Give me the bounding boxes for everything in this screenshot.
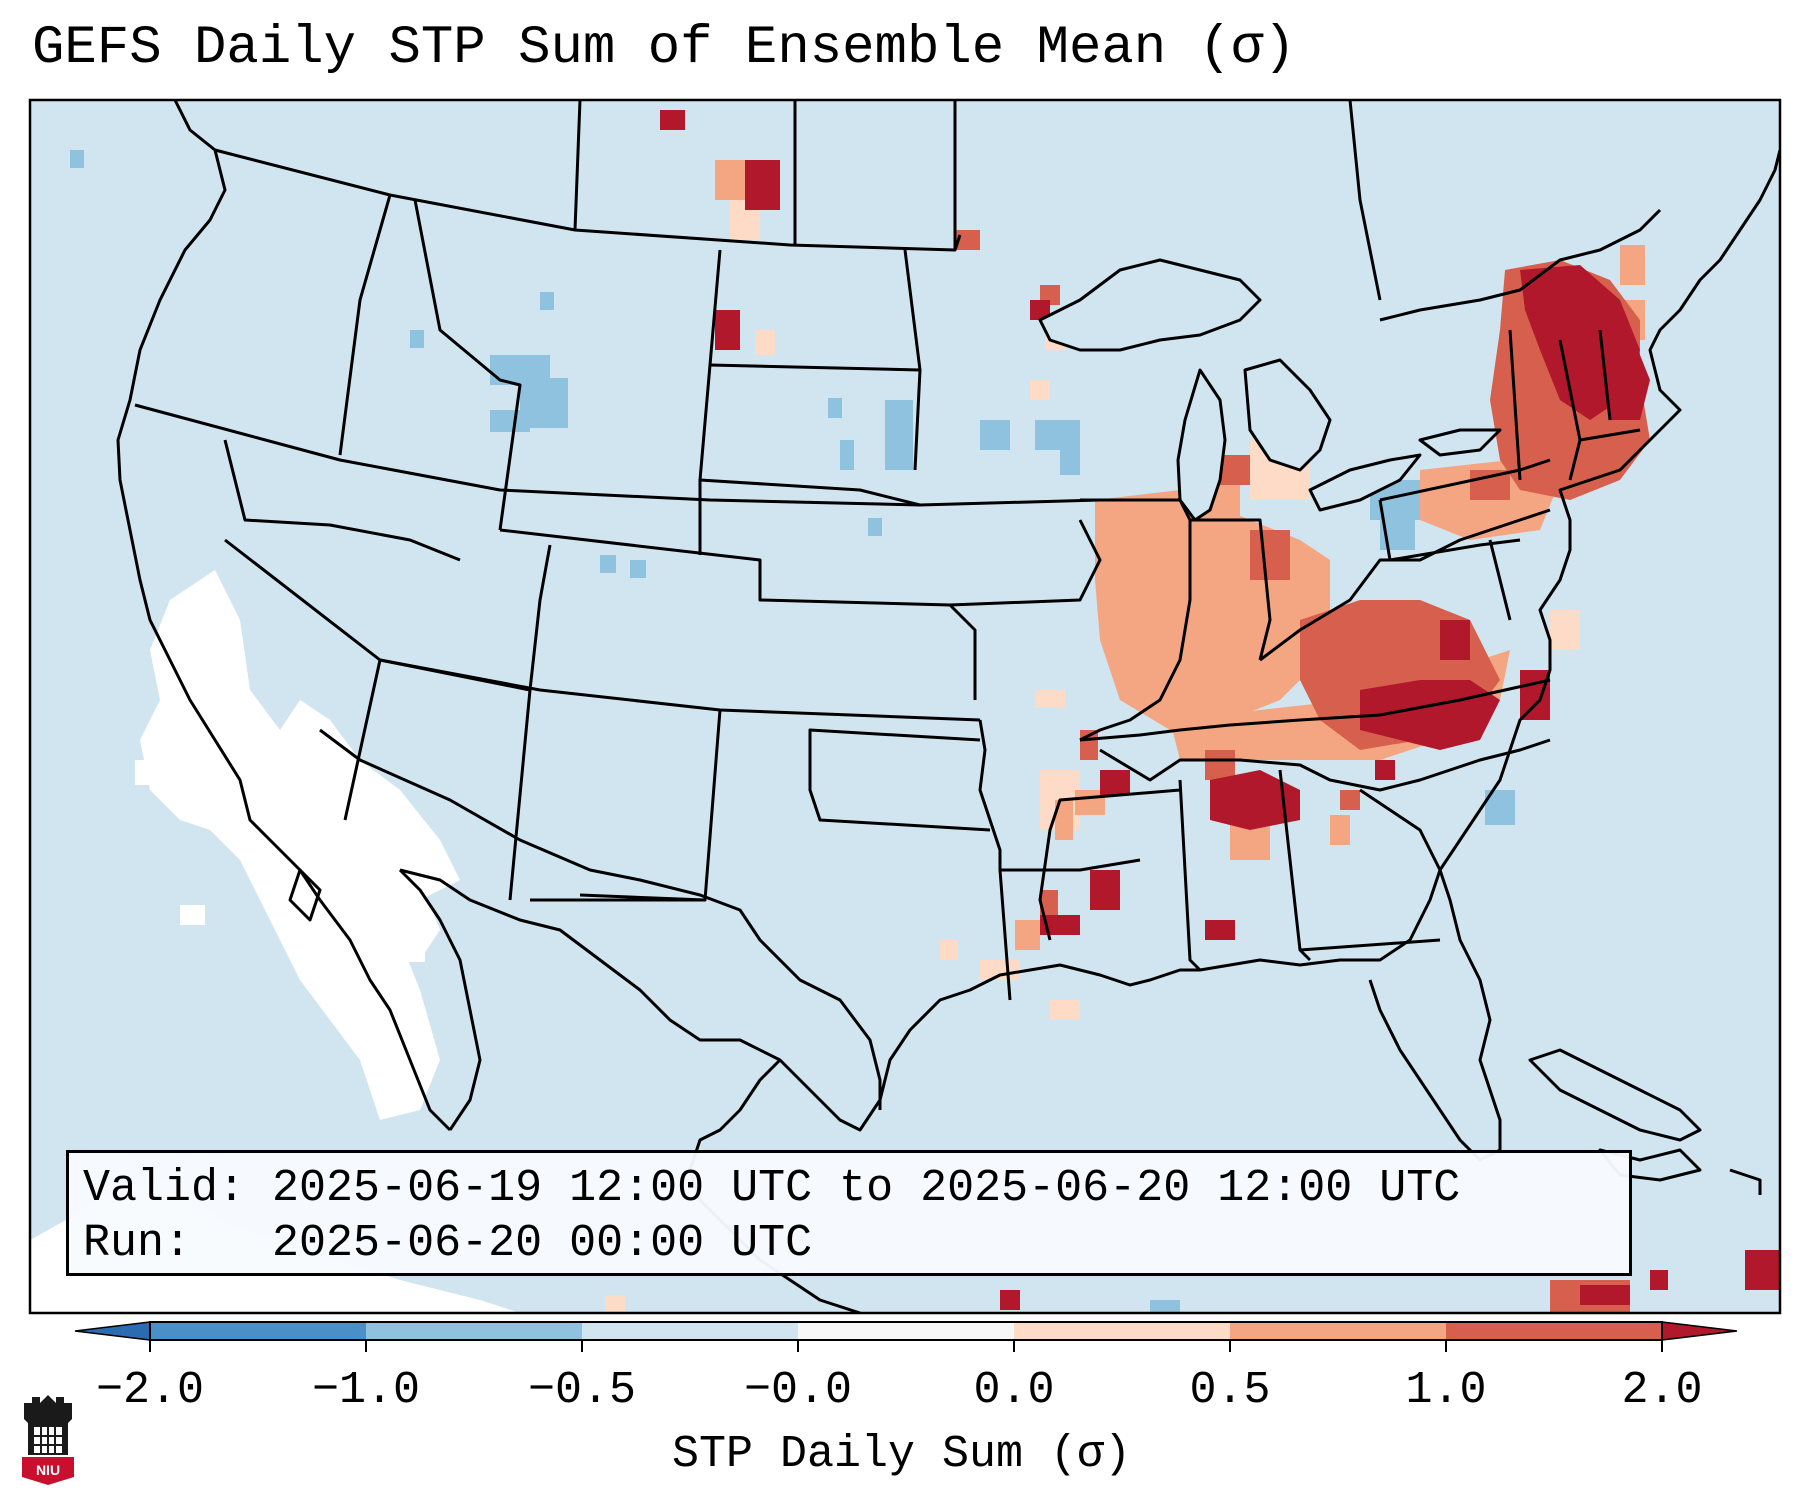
map-panel <box>28 98 1782 1315</box>
run-label: Run: <box>83 1218 192 1269</box>
great-lakes <box>1038 258 1502 522</box>
valid-value: 2025-06-19 12:00 UTC to 2025-06-20 12:00… <box>272 1163 1461 1214</box>
extreme-positive-patches <box>660 110 1780 1310</box>
valid-row: Valid: 2025-06-19 12:00 UTC to 2025-06-2… <box>83 1161 1615 1216</box>
colorbar-tick-label: −0.0 <box>743 1365 853 1416</box>
valid-label: Valid: <box>83 1163 246 1214</box>
colorbar-label: STP Daily Sum (σ) <box>671 1429 1132 1480</box>
negative-patches <box>70 150 1515 1313</box>
niu-logo: NIU <box>22 1395 74 1485</box>
state-borders <box>134 100 1662 1110</box>
colorbar-tick-label: −2.0 <box>95 1365 205 1416</box>
chart-title: GEFS Daily STP Sum of Ensemble Mean (σ) <box>32 18 1296 79</box>
colorbar-tick-label: 1.0 <box>1405 1365 1487 1416</box>
colorbar-tick-label: 0.5 <box>1189 1365 1271 1416</box>
colorbar-tick-label: −1.0 <box>311 1365 421 1416</box>
valid-info-box: Valid: 2025-06-19 12:00 UTC to 2025-06-2… <box>66 1150 1632 1276</box>
colorbar-tick-label: −0.5 <box>527 1365 637 1416</box>
run-row: Run: 2025-06-20 00:00 UTC <box>83 1216 1615 1271</box>
run-value: 2025-06-20 00:00 UTC <box>272 1218 813 1269</box>
coastlines <box>116 100 1780 1313</box>
colorbar-tick-label: 0.0 <box>973 1365 1055 1416</box>
logo-text: NIU <box>36 1462 60 1478</box>
map-frame <box>28 98 1782 1315</box>
colorbar-tick-label: 2.0 <box>1621 1365 1703 1416</box>
